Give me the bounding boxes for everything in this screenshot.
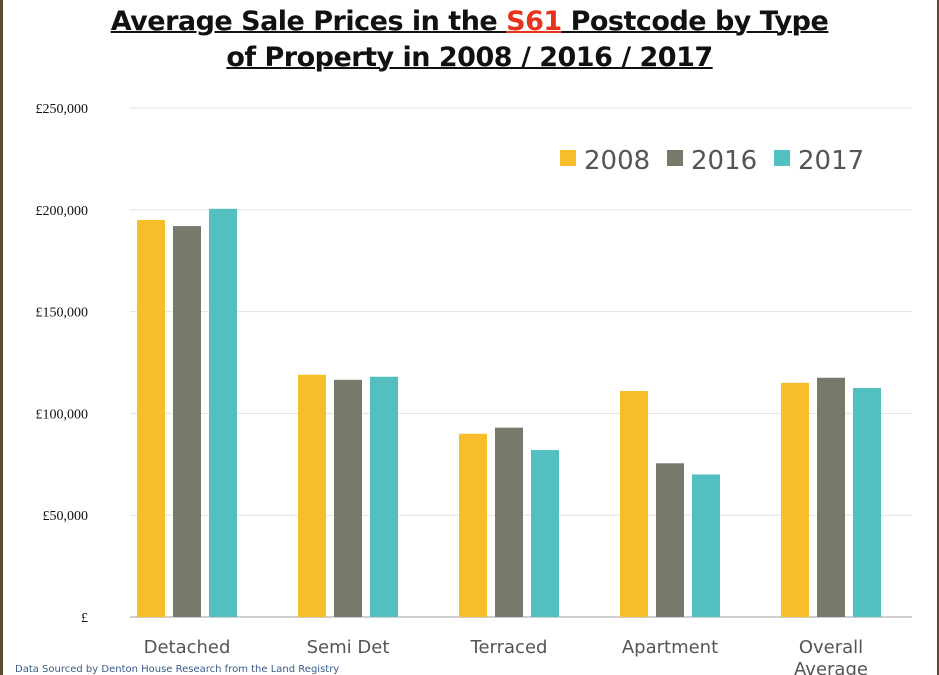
title-postcode: S61: [506, 6, 562, 37]
x-tick-label: Average: [794, 659, 868, 675]
legend-swatch-2016: [667, 150, 683, 166]
bar-2017: [853, 387, 881, 617]
bar-2016: [334, 379, 362, 617]
legend-label-2016: 2016: [691, 146, 757, 176]
bar-2008: [781, 382, 809, 617]
right-border: [937, 0, 939, 675]
y-tick-label: £200,000: [36, 204, 89, 219]
bar-2017: [370, 376, 398, 617]
chart-title: Average Sale Prices in the S61 Postcode …: [0, 4, 939, 76]
bar-2016: [173, 226, 201, 617]
title-text-1: Average Sale Prices in the: [110, 6, 507, 37]
y-tick-label: £250,000: [36, 102, 89, 117]
bar-2008: [137, 219, 165, 618]
x-tick-label: Semi Det: [307, 637, 390, 658]
bar-2016: [656, 463, 684, 617]
bar-2008: [298, 374, 326, 617]
bar-2016: [495, 427, 523, 617]
x-tick-label: Overall: [799, 637, 863, 658]
source-note: Data Sourced by Denton House Research fr…: [15, 664, 340, 675]
y-tick-label: £: [81, 611, 88, 626]
x-tick-label: Terraced: [470, 637, 548, 658]
x-tick-label: Apartment: [622, 637, 718, 658]
bar-2008: [459, 433, 487, 617]
y-tick-label: £50,000: [43, 509, 89, 524]
y-tick-label: £150,000: [36, 306, 89, 321]
left-border: [0, 0, 3, 675]
bar-2008: [620, 391, 648, 617]
title-text-3: of Property in 2008 / 2016 / 2017: [226, 42, 713, 73]
legend-label-2017: 2017: [798, 146, 864, 176]
legend-swatch-2008: [560, 150, 576, 166]
bar-2017: [692, 474, 720, 617]
y-tick-label: £100,000: [36, 407, 89, 422]
title-text-2: Postcode by Type: [561, 6, 829, 37]
legend-swatch-2017: [774, 150, 790, 166]
legend-label-2008: 2008: [584, 146, 650, 176]
bar-2016: [817, 377, 845, 617]
bar-2017: [209, 208, 237, 618]
x-tick-label: Detached: [144, 637, 231, 658]
bar-2017: [531, 450, 559, 617]
